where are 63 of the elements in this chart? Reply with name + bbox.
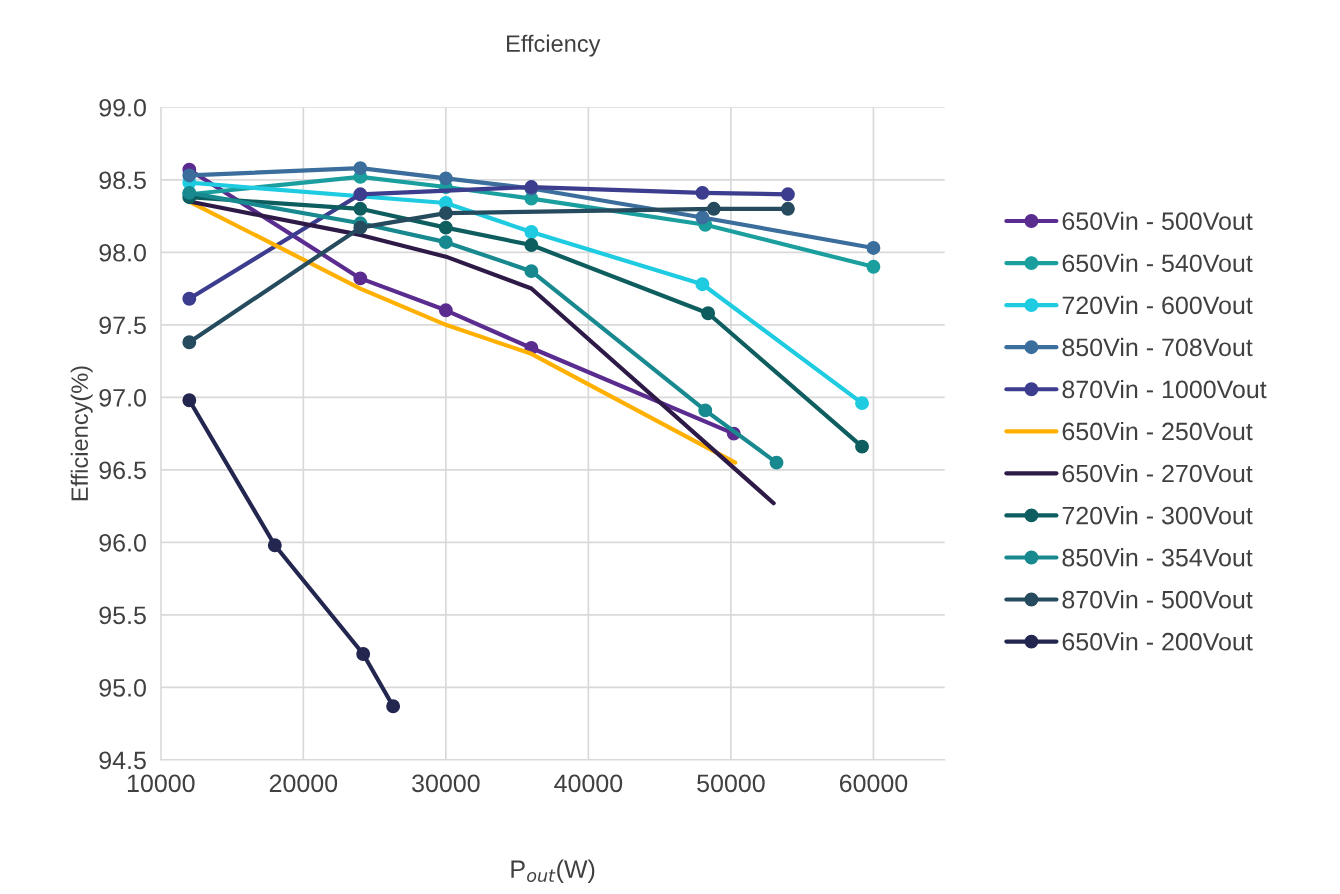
x-tick-label: 10000 [127, 774, 195, 793]
point [701, 306, 716, 321]
point [438, 171, 453, 186]
point [524, 225, 539, 239]
point [695, 210, 710, 225]
point [438, 303, 453, 318]
point [438, 235, 453, 250]
y-tick-label: 96.0 [99, 533, 146, 552]
y-tick-label: 94.5 [99, 751, 146, 770]
legend-label: 720Vin - 600Vout [1062, 295, 1253, 315]
x-tick-label: 40000 [554, 774, 623, 793]
point [182, 291, 197, 306]
point [353, 271, 368, 286]
y-tick-label: 95.5 [99, 606, 146, 625]
point [356, 647, 371, 661]
point [695, 185, 710, 200]
x-tick-label: 20000 [269, 774, 338, 793]
x-tick-label: 30000 [412, 774, 480, 793]
y-tick-label: 98.0 [99, 243, 146, 262]
point [524, 264, 539, 279]
legend-label: 850Vin - 354Vout [1062, 548, 1253, 567]
point [267, 538, 282, 553]
point [855, 396, 869, 411]
point [780, 201, 795, 216]
point [524, 238, 539, 253]
y-axis-title: Efficiency(%) [70, 366, 93, 501]
legend-label: 720Vin - 300Vout [1062, 506, 1253, 525]
point [706, 201, 721, 216]
legend-label: 870Vin - 1000Vout [1062, 379, 1267, 399]
x-tick-label: 60000 [839, 774, 908, 793]
x-tick-label: 50000 [697, 774, 765, 793]
chart-title: Effciency [507, 34, 601, 57]
point [182, 168, 197, 183]
legend-label: 650Vin - 200Vout [1062, 632, 1253, 651]
point [182, 335, 197, 350]
point [386, 699, 401, 714]
point [866, 241, 881, 255]
legend-label: 650Vin - 250Vout [1062, 421, 1253, 441]
point [353, 220, 368, 235]
y-tick-label: 97.5 [99, 316, 146, 335]
y-tick-label: 99.0 [99, 98, 146, 117]
point [438, 206, 453, 221]
point [698, 403, 713, 418]
point [780, 187, 795, 202]
legend-label: 650Vin - 500Vout [1062, 211, 1253, 231]
point [438, 220, 453, 235]
point [769, 455, 784, 470]
point [695, 277, 710, 292]
point [182, 393, 197, 408]
legend-label: 870Vin - 500Vout [1062, 590, 1253, 609]
y-tick-label: 97.0 [99, 388, 146, 407]
point [353, 187, 368, 202]
y-tick-label: 96.5 [99, 461, 146, 480]
point [353, 201, 368, 216]
y-tick-label: 98.5 [99, 171, 146, 190]
legend-label: 650Vin - 270Vout [1062, 463, 1253, 483]
point [353, 161, 368, 176]
x-axis-title: P$_{out}$(W) [511, 859, 595, 883]
y-tick-label: 95.0 [99, 678, 146, 697]
legend-label: 850Vin - 708Vout [1062, 337, 1253, 357]
point [866, 259, 881, 274]
point [855, 439, 869, 454]
legend-label: 650Vin - 540Vout [1062, 253, 1253, 273]
